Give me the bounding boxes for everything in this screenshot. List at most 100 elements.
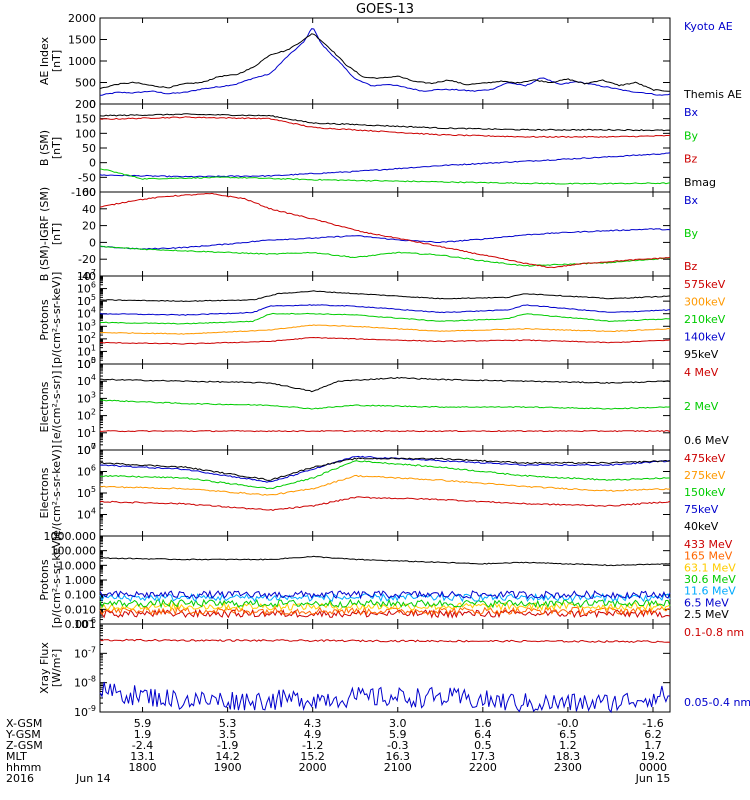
legend-entry: 75keV bbox=[684, 503, 719, 516]
orbit-value: 3.5 bbox=[219, 728, 237, 741]
legend-entry: 300keV bbox=[684, 296, 726, 309]
orbit-value: 0000 bbox=[639, 761, 667, 774]
y-axis-label: [nT] bbox=[50, 137, 63, 159]
orbit-value: -1.2 bbox=[302, 739, 323, 752]
orbit-value: 5.9 bbox=[134, 717, 152, 730]
orbit-value: -0.0 bbox=[557, 717, 578, 730]
orbit-value: 4.9 bbox=[304, 728, 322, 741]
y-tick-label: 103 bbox=[77, 390, 96, 405]
y-tick-label: 0.001 bbox=[65, 618, 97, 631]
orbit-value: 5.3 bbox=[219, 717, 237, 730]
y-tick-label: 200 bbox=[75, 98, 96, 111]
y-tick-label: 104 bbox=[77, 507, 96, 522]
legend-entry: 95keV bbox=[684, 348, 719, 361]
legend-entry: 2 MeV bbox=[684, 400, 719, 413]
series-line-kyoto-ae bbox=[100, 28, 671, 96]
orbit-value: 0.5 bbox=[474, 739, 492, 752]
y-axis-label: [W/m²] bbox=[50, 649, 63, 687]
y-tick-label: 60 bbox=[82, 186, 96, 199]
series-line-275kev bbox=[99, 474, 671, 496]
y-tick-label: 150 bbox=[75, 113, 96, 126]
y-tick-label: 1000.000 bbox=[44, 530, 97, 543]
y-axis-label: [e/(cm²-s-sr)] bbox=[50, 371, 63, 444]
series-line-6-5-mev bbox=[99, 589, 671, 600]
panel-ae: 0 500 1000 1500 2000 AE Index [nT] Kyoto AE Them… bbox=[38, 12, 742, 111]
legend-entry: Bx bbox=[684, 106, 699, 119]
orbit-value: -2.4 bbox=[132, 739, 153, 752]
chart-title: GOES-13 bbox=[356, 2, 414, 17]
orbit-value: 4.3 bbox=[304, 717, 322, 730]
y-axis-label: Protons bbox=[38, 299, 51, 340]
series-line-475kev bbox=[99, 496, 671, 512]
legend-entry: 40keV bbox=[684, 520, 719, 533]
orbit-value: 2000 bbox=[299, 761, 327, 774]
series-line-140kev bbox=[99, 304, 671, 316]
orbit-value: 15.2 bbox=[300, 750, 325, 763]
orbit-value: 16.3 bbox=[386, 750, 411, 763]
orbit-value: 6.5 bbox=[559, 728, 577, 741]
series-line-95kev bbox=[99, 290, 671, 303]
y-tick-label: 10-8 bbox=[74, 675, 96, 690]
y-tick-label: 2000 bbox=[68, 12, 96, 25]
legend-entry: 575keV bbox=[684, 278, 726, 291]
orbit-row-label: X-GSM bbox=[6, 717, 42, 730]
legend-entry: 4 MeV bbox=[684, 366, 719, 379]
series-line-0-05-0-4-nm bbox=[99, 681, 670, 714]
orbit-value: 1800 bbox=[129, 761, 157, 774]
y-tick-label: 0.100 bbox=[65, 589, 97, 602]
orbit-value: -1.9 bbox=[217, 739, 238, 752]
y-tick-label: 10-7 bbox=[74, 645, 96, 660]
orbit-value: 17.3 bbox=[471, 750, 496, 763]
legend-entry: By bbox=[684, 227, 699, 240]
y-tick-label: 105 bbox=[77, 356, 96, 371]
orbit-row-label: Y-GSM bbox=[5, 728, 41, 741]
y-axis-label: Protons bbox=[38, 559, 51, 600]
legend-entry: 6.5 MeV bbox=[684, 596, 729, 609]
legend-entry: 63.1 MeV bbox=[684, 561, 736, 574]
y-tick-label: 500 bbox=[75, 77, 96, 90]
y-tick-label: 0 bbox=[89, 236, 96, 249]
y-tick-label: 0 bbox=[89, 98, 96, 111]
series-line-150kev bbox=[99, 460, 670, 490]
legend-entry: Bz bbox=[684, 153, 698, 166]
series-line-2-5-mev bbox=[99, 555, 671, 567]
orbit-value: 1.9 bbox=[134, 728, 152, 741]
y-axis-label: [p/(cm²-s-sr-keV)] bbox=[50, 532, 63, 629]
y-axis-label: B (SM)-IGRF (SM) bbox=[38, 187, 51, 281]
orbit-value: 1.6 bbox=[474, 717, 492, 730]
y-axis-label: [p/(cm²-s-sr-keV)] bbox=[50, 272, 63, 369]
orbit-value: 1.2 bbox=[559, 739, 577, 752]
legend-entry: 2.5 MeV bbox=[684, 608, 729, 621]
orbit-value: 19.2 bbox=[641, 750, 666, 763]
legend-entry: 275keV bbox=[684, 469, 726, 482]
legend-entry: 210keV bbox=[684, 313, 726, 326]
y-tick-label: 100 bbox=[75, 127, 96, 140]
orbit-value: 2300 bbox=[554, 761, 582, 774]
legend-entry: 11.6 MeV bbox=[684, 585, 736, 598]
orbit-value: 1900 bbox=[214, 761, 242, 774]
y-tick-label: -100 bbox=[71, 186, 96, 199]
y-axis-label: [e/(cm²-s-sr-keV)] bbox=[50, 445, 63, 541]
y-tick-label: 101 bbox=[77, 425, 96, 440]
y-tick-label: -20 bbox=[78, 253, 96, 266]
panel-frame bbox=[99, 275, 671, 365]
legend-entry: By bbox=[684, 129, 699, 142]
y-tick-label: 1000 bbox=[68, 55, 96, 68]
legend-entry: Bx bbox=[684, 194, 699, 207]
panel-frame bbox=[99, 17, 671, 105]
series-line-165-mev bbox=[99, 605, 671, 616]
series-line-themis-ae bbox=[99, 33, 670, 92]
legend-entry: 433 MeV bbox=[684, 538, 733, 551]
y-axis-label: Electrons bbox=[38, 381, 51, 432]
y-tick-label: 105 bbox=[77, 485, 96, 500]
y-tick-label: 1500 bbox=[68, 34, 96, 47]
series-line-0-1-0-8-nm bbox=[99, 638, 671, 643]
y-tick-label: 106 bbox=[77, 464, 96, 479]
series-line-2-mev bbox=[99, 399, 671, 410]
orbit-value: 2200 bbox=[469, 761, 497, 774]
series-line-210kev bbox=[99, 312, 671, 325]
y-axis-label: AE Index bbox=[38, 36, 51, 85]
orbit-row-label: 2016 bbox=[6, 772, 34, 785]
